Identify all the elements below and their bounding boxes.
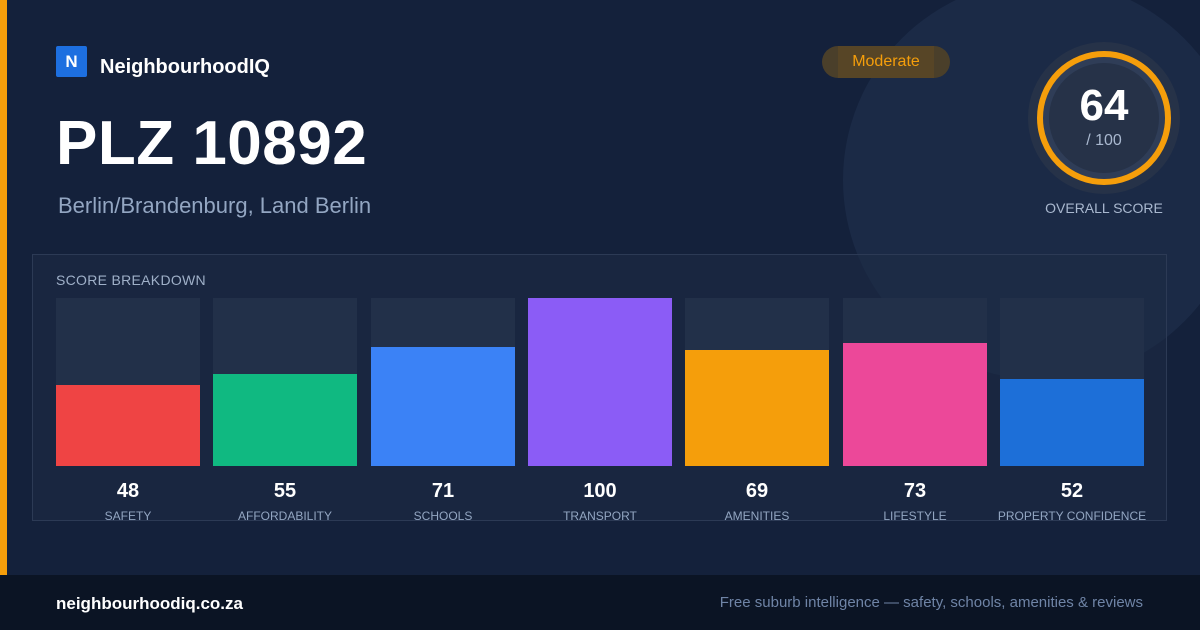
gauge-backdrop (1028, 42, 1180, 194)
bar-label: SAFETY (104, 509, 152, 523)
bar-column: 48 SAFETY (56, 298, 200, 523)
bar-label: PROPERTY CONFIDENCE (997, 509, 1147, 523)
bar-fill (685, 350, 829, 466)
bar-column: 71 SCHOOLS (371, 298, 515, 523)
brand-logo-icon: N (56, 46, 87, 77)
bar-track (213, 298, 357, 466)
score-breakdown-title: SCORE BREAKDOWN (56, 272, 206, 288)
gauge-arc (1037, 51, 1171, 185)
overall-score-max: / 100 (1086, 132, 1122, 149)
bar-value: 69 (745, 480, 769, 502)
bar-label: SCHOOLS (413, 509, 473, 523)
gauge-track (1043, 57, 1165, 179)
bar-value: 52 (1060, 480, 1084, 502)
bar-column: 73 LIFESTYLE (843, 298, 987, 523)
score-breakdown-panel: SCORE BREAKDOWN 48 SAFETY 55 AFFORDABILITY 7… (32, 254, 1167, 523)
bar-fill (56, 385, 200, 466)
rating-badge: Moderate (822, 46, 950, 78)
bar-label: AFFORDABILITY (237, 509, 332, 523)
score-ring-icon (1028, 42, 1180, 194)
bar-label: TRANSPORT (563, 509, 637, 523)
page-title: PLZ 10892 (56, 109, 368, 178)
bar-track (685, 298, 829, 466)
bar-column: 100 TRANSPORT (528, 298, 672, 523)
bar-value: 48 (116, 480, 140, 502)
bar-fill (1000, 379, 1144, 466)
bar-track (1000, 298, 1144, 466)
bar-label: AMENITIES (724, 509, 790, 523)
bar-track (843, 298, 987, 466)
bar-fill (843, 343, 987, 466)
page-subtitle: Berlin/Brandenburg, Land Berlin (58, 193, 372, 218)
bar-fill (371, 347, 515, 466)
footer-tagline: Free suburb intelligence — safety, schoo… (719, 594, 1143, 611)
overall-score-caption: OVERALL SCORE (1045, 200, 1163, 216)
bar-label: LIFESTYLE (883, 509, 947, 523)
footer: neighbourhoodiq.co.za Free suburb intell… (0, 575, 1200, 630)
accent-bar (0, 0, 7, 575)
bar-value: 100 (583, 480, 617, 502)
overall-score-gauge: 64 / 100 (1028, 42, 1180, 194)
bar-fill (528, 298, 672, 466)
bar-value: 71 (431, 480, 455, 502)
bar-value: 73 (903, 480, 927, 502)
bar-value: 55 (273, 480, 297, 502)
rating-badge-label: Moderate (852, 53, 920, 70)
overall-score-value: 64 (1079, 81, 1129, 130)
bar-column: 52 PROPERTY CONFIDENCE (998, 298, 1146, 523)
footer-domain: neighbourhoodiq.co.za (56, 594, 243, 613)
bar-track (56, 298, 200, 466)
rating-badge-highlight (838, 46, 934, 78)
bar-fill (213, 374, 357, 466)
bar-track (371, 298, 515, 466)
bar-column: 69 AMENITIES (685, 298, 829, 523)
brand-name: NeighbourhoodIQ (100, 56, 270, 78)
bar-column: 55 AFFORDABILITY (213, 298, 357, 523)
brand-logo-letter: N (65, 52, 78, 71)
bar-track (528, 298, 672, 466)
